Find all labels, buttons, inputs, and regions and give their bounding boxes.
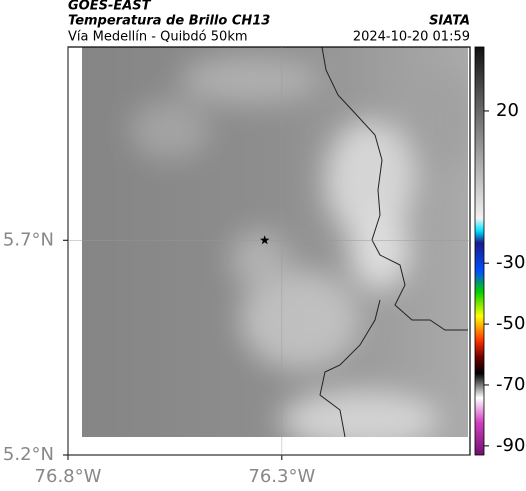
y-tick-label: 5.7°N — [3, 229, 54, 250]
satellite: GOES-EAST — [68, 0, 152, 14]
colorbar-tick-label: -50 — [496, 313, 525, 334]
datetime: 2024-10-20 01:59 — [353, 30, 470, 45]
x-tick-label: 76.3°W — [248, 466, 315, 487]
title: Temperatura de Brillo CH13 — [68, 14, 270, 29]
source: SIATA — [429, 14, 470, 29]
satellite-image — [82, 47, 468, 437]
colorbar-tick-label: -30 — [496, 252, 525, 273]
colorbar-tick-label: -70 — [496, 374, 525, 395]
x-tick-label: 76.8°W — [35, 466, 102, 487]
colorbar — [474, 46, 485, 456]
location-marker — [260, 235, 270, 245]
subtitle: Vía Medellín - Quibdó 50km — [68, 30, 248, 45]
colorbar-tick-label: 20 — [496, 100, 519, 121]
colorbar-tick-label: -90 — [496, 435, 525, 456]
y-tick-label: 5.2°N — [3, 444, 54, 465]
